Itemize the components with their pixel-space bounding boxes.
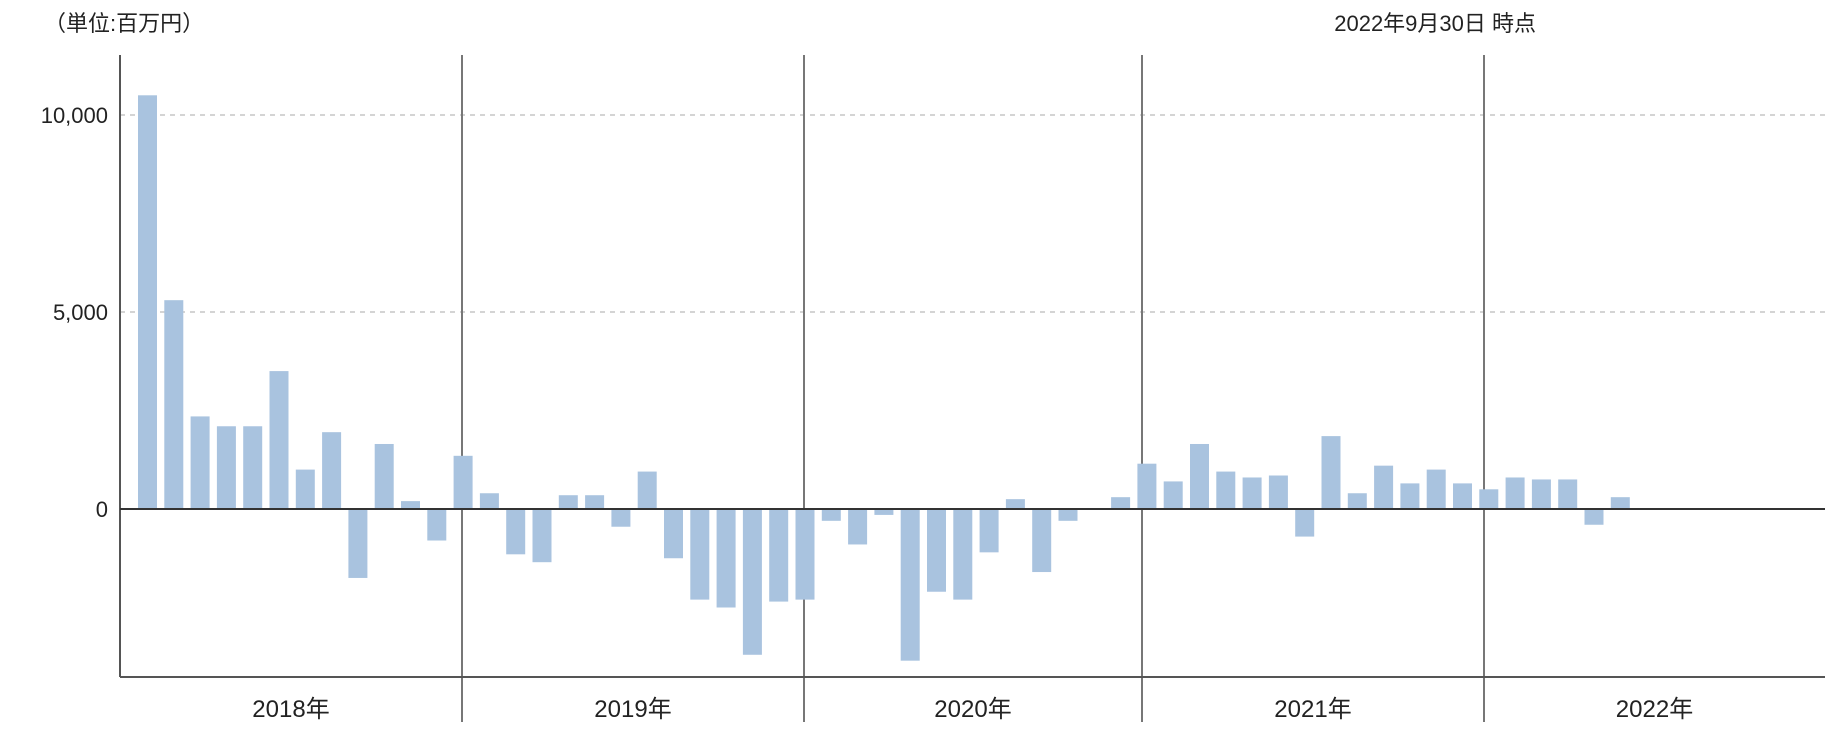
bar: [1005, 499, 1025, 509]
bar: [1558, 479, 1578, 509]
bar: [1295, 509, 1315, 537]
bar: [927, 509, 946, 592]
bar: [1347, 493, 1367, 509]
bar: [1505, 477, 1525, 509]
bar: [1400, 483, 1420, 509]
bar: [479, 493, 499, 509]
bar: [900, 509, 920, 661]
y-tick-label: 10,000: [41, 103, 108, 128]
bar: [848, 509, 868, 545]
y-tick-label: 5,000: [53, 300, 108, 325]
bar: [190, 416, 210, 509]
bar: [1137, 463, 1157, 509]
bar: [1426, 469, 1446, 509]
bar: [795, 509, 815, 600]
bar: [401, 501, 420, 509]
y-tick-label: 0: [96, 497, 108, 522]
bar: [243, 426, 263, 509]
bar: [1190, 443, 1209, 509]
bar: [979, 509, 999, 553]
bar: [1453, 483, 1472, 509]
bar: [874, 509, 894, 515]
bar: [558, 495, 578, 509]
bar: [1531, 479, 1551, 509]
bar: [1163, 481, 1183, 509]
bar: [1321, 436, 1341, 509]
x-group-label: 2018年: [252, 696, 329, 723]
bar: [374, 443, 394, 509]
bar: [1268, 475, 1288, 509]
bar: [1242, 477, 1262, 509]
bar: [427, 509, 447, 541]
bar: [532, 509, 552, 563]
bar: [664, 509, 683, 559]
x-group-label: 2020年: [934, 696, 1011, 723]
bar: [1374, 465, 1394, 509]
bar: [269, 371, 289, 509]
bar: [1610, 497, 1630, 509]
bar: [690, 509, 710, 600]
x-group-label: 2021年: [1274, 696, 1351, 723]
bar: [821, 509, 841, 521]
x-group-label: 2022年: [1616, 696, 1693, 723]
bar: [1058, 509, 1078, 521]
bar: [1479, 489, 1499, 509]
bar: [769, 509, 789, 602]
bar: [1216, 471, 1236, 509]
bar: [637, 471, 657, 509]
bar: [216, 426, 236, 509]
bar: [1032, 509, 1052, 573]
x-group-label: 2019年: [594, 696, 671, 723]
bar: [1111, 497, 1131, 509]
bar: [611, 509, 631, 527]
bar: [716, 509, 736, 608]
bar: [164, 300, 184, 509]
bar: [506, 509, 526, 555]
bar: [1584, 509, 1604, 525]
as-of-date: 2022年9月30日 時点: [1334, 11, 1536, 36]
bar: [138, 95, 157, 510]
bar: [585, 495, 605, 509]
bar: [742, 509, 762, 655]
bar: [348, 509, 368, 578]
bar: [453, 455, 473, 509]
bar: [322, 432, 342, 509]
unit-label: （単位:百万円）: [44, 11, 205, 36]
bar: [953, 509, 973, 600]
bar: [295, 469, 315, 509]
